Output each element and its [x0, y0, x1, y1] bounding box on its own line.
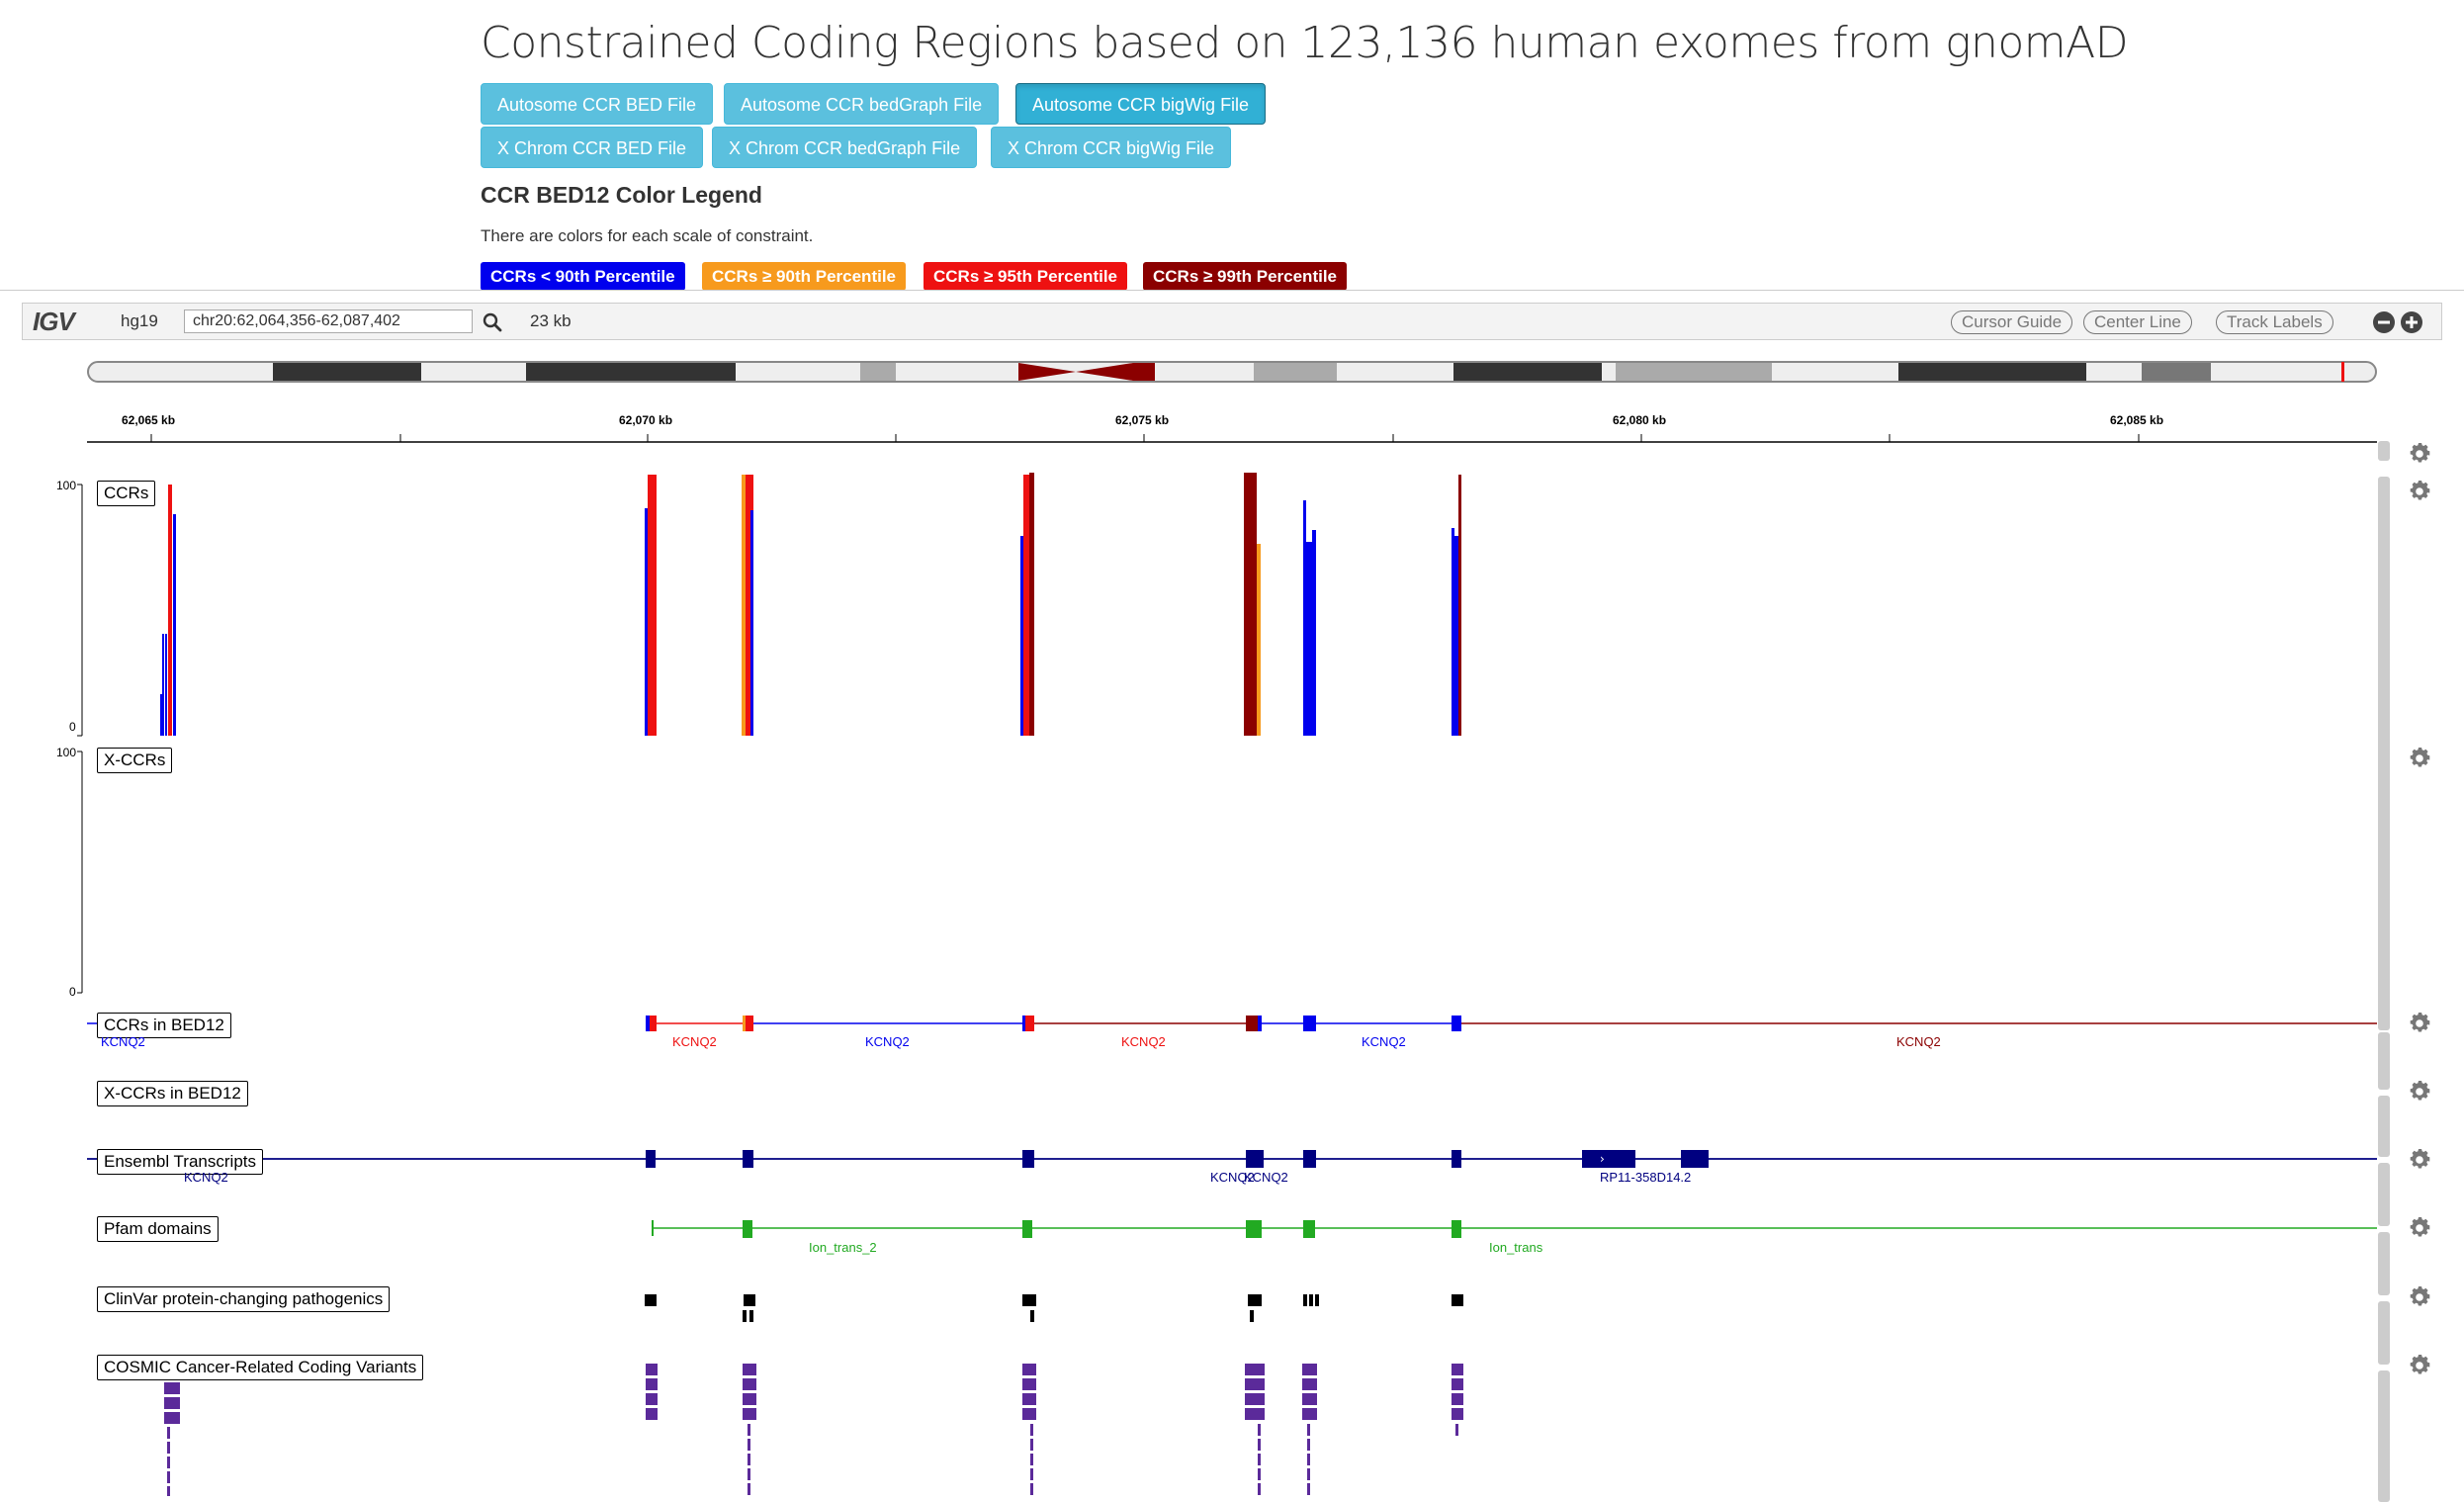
download-xchrom-bigwig-button[interactable]: X Chrom CCR bigWig File — [991, 127, 1232, 168]
search-icon[interactable] — [481, 310, 504, 334]
zoom-out-icon[interactable] — [2372, 310, 2396, 334]
svg-text:›: › — [1600, 1152, 1605, 1166]
chromosome-ideogram[interactable] — [87, 361, 2377, 383]
legend-title: CCR BED12 Color Legend — [481, 182, 762, 208]
download-autosome-bedgraph-button[interactable]: Autosome CCR bedGraph File — [724, 83, 1000, 125]
ruler-tick-label: 62,065 kb — [122, 413, 176, 427]
track-label-xccr-bed12[interactable]: X-CCRs in BED12 — [97, 1081, 248, 1106]
track-scrollbar[interactable] — [2378, 1032, 2390, 1090]
cosmic-variant-features — [164, 1364, 1463, 1496]
feature-label: KCNQ2 — [184, 1170, 228, 1185]
clinvar-variant-features — [645, 1294, 1463, 1322]
legend-subtitle: There are colors for each scale of const… — [481, 226, 814, 245]
legend-badge-ge95: CCRs ≥ 95th Percentile — [924, 262, 1128, 291]
ruler-tick-label: 62,075 kb — [1115, 413, 1170, 427]
feature-label: KCNQ2 — [1362, 1034, 1406, 1049]
ruler-tick-label: 62,085 kb — [2110, 413, 2164, 427]
track-label-clinvar[interactable]: ClinVar protein-changing pathogenics — [97, 1286, 391, 1312]
center-line-button[interactable]: Center Line — [2083, 310, 2192, 334]
track-scrollbar[interactable] — [2378, 1163, 2390, 1226]
track-label-xccrs[interactable]: X-CCRs — [97, 748, 173, 773]
gear-icon[interactable] — [2407, 441, 2432, 467]
feature-label: KCNQ2 — [101, 1034, 145, 1049]
genome-label: hg19 — [121, 311, 158, 330]
feature-label: KCNQ2 — [672, 1034, 717, 1049]
feature-label: Ion_trans_2 — [809, 1240, 877, 1255]
track-label-ensembl[interactable]: Ensembl Transcripts — [97, 1149, 263, 1175]
ruler-tick-label: 62,070 kb — [619, 413, 673, 427]
xccr-axis-min: 0 — [69, 985, 76, 999]
igv-logo: IGV — [33, 307, 75, 336]
track-label-cosmic[interactable]: COSMIC Cancer-Related Coding Variants — [97, 1355, 424, 1380]
track-label-ccrs[interactable]: CCRs — [97, 481, 156, 506]
download-autosome-bigwig-button[interactable]: Autosome CCR bigWig File — [1015, 83, 1267, 125]
download-autosome-bed-button[interactable]: Autosome CCR BED File — [481, 83, 714, 125]
gear-icon[interactable] — [2407, 1353, 2432, 1378]
legend-badge-lt90: CCRs < 90th Percentile — [481, 262, 685, 291]
track-scrollbar[interactable] — [2378, 477, 2390, 1030]
ccr-bars — [160, 473, 1461, 736]
track-label-pfam[interactable]: Pfam domains — [97, 1216, 219, 1242]
track-scrollbar[interactable] — [2378, 1370, 2390, 1502]
feature-label: KCNQ2 — [1121, 1034, 1166, 1049]
gear-icon[interactable] — [2407, 746, 2432, 771]
ccr-axis-min: 0 — [69, 720, 76, 734]
download-xchrom-bed-button[interactable]: X Chrom CCR BED File — [481, 127, 704, 168]
track-scrollbar[interactable] — [2378, 1096, 2390, 1157]
xccr-axis-max: 100 — [56, 746, 77, 759]
gear-icon[interactable] — [2407, 1147, 2432, 1173]
track-scrollbar[interactable] — [2378, 1232, 2390, 1295]
legend-badge-ge90: CCRs ≥ 90th Percentile — [702, 262, 907, 291]
igv-tracks: › — [77, 473, 2377, 1496]
ccr-bed12-features — [87, 1016, 2377, 1031]
genomic-ruler[interactable] — [87, 404, 2377, 444]
gear-icon[interactable] — [2407, 1284, 2432, 1310]
gear-icon[interactable] — [2407, 479, 2432, 504]
feature-label: KCNQ2 — [1244, 1170, 1288, 1185]
locus-search-input[interactable]: chr20:62,064,356-62,087,402 — [184, 309, 473, 333]
track-labels-button[interactable]: Track Labels — [2216, 310, 2333, 334]
ruler-scrollbar[interactable] — [2378, 441, 2390, 461]
download-xchrom-bedgraph-button[interactable]: X Chrom CCR bedGraph File — [712, 127, 978, 168]
zoom-in-icon[interactable] — [2400, 310, 2423, 334]
gear-icon[interactable] — [2407, 1011, 2432, 1036]
cursor-guide-button[interactable]: Cursor Guide — [1951, 310, 2073, 334]
window-size-label: 23 kb — [530, 311, 572, 330]
feature-label: KCNQ2 — [865, 1034, 910, 1049]
page-title: Constrained Coding Regions based on 123,… — [481, 18, 2129, 68]
ccr-axis-max: 100 — [56, 479, 77, 492]
ensembl-transcript-features: › — [87, 1150, 2377, 1168]
legend-badge-ge99: CCRs ≥ 99th Percentile — [1143, 262, 1348, 291]
gear-icon[interactable] — [2407, 1215, 2432, 1241]
feature-label: Ion_trans — [1489, 1240, 1543, 1255]
igv-browser: IGV hg19 chr20:62,064,356-62,087,402 23 … — [0, 290, 2464, 1502]
track-scrollbar[interactable] — [2378, 1301, 2390, 1365]
igv-navbar: IGV hg19 chr20:62,064,356-62,087,402 23 … — [22, 303, 2442, 340]
track-label-ccr-bed12[interactable]: CCRs in BED12 — [97, 1013, 231, 1038]
pfam-domain-features — [652, 1220, 2377, 1238]
ruler-tick-label: 62,080 kb — [1613, 413, 1667, 427]
feature-label: KCNQ2 — [1896, 1034, 1941, 1049]
feature-label: KCNQ2 — [1210, 1170, 1255, 1185]
gear-icon[interactable] — [2407, 1079, 2432, 1104]
feature-label: RP11-358D14.2 — [1600, 1170, 1692, 1185]
